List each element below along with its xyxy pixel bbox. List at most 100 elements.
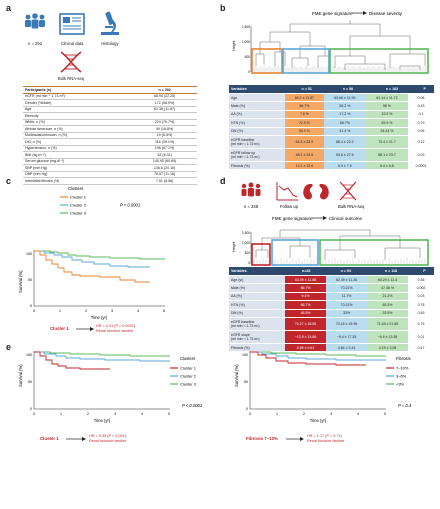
arrow-head-icon xyxy=(90,327,94,331)
hr-label: Cluster 1 xyxy=(40,436,59,441)
table-header-cell: n = 183 xyxy=(385,87,399,91)
legend-label: Cluster 1 xyxy=(180,366,197,371)
legend-label: 3–6% xyxy=(396,374,407,379)
cluster-value-cell: 66.7% xyxy=(285,101,324,111)
y-tick-label: 1,500 xyxy=(242,25,250,29)
row-label: Fibrosis (%) xyxy=(229,343,285,353)
table-header-cell: n = 118 xyxy=(384,269,397,273)
p-value-cell: 0.79 xyxy=(408,118,434,128)
cluster-value-cell: 69.9 % xyxy=(365,118,408,128)
x-tick-label: 5 xyxy=(168,412,170,416)
cluster-value-cell: 17.2 % xyxy=(323,110,366,120)
table-row: Fibrosis (%) 12.2 ± 12.6 6.9 ± 7.9 6.4 ± 6.… xyxy=(229,161,434,171)
x-tick-label: 2 xyxy=(303,412,305,416)
arrow-head-icon xyxy=(363,11,367,15)
y-tick-label: 100 xyxy=(242,353,248,357)
cluster-value-cell: 12.2 ± 12.6 xyxy=(285,161,324,171)
y-tick-label: 500 xyxy=(245,55,251,59)
table-row: Serum glucose (mg dl⁻¹) 145.95 (60.65) xyxy=(23,158,197,165)
km-curve-low-fibrosis xyxy=(250,351,386,357)
cluster-value-cell: 62.49 ± 11.26 xyxy=(326,276,368,285)
cluster-value-cell: 4.64 ± 3.44 xyxy=(326,343,368,353)
x-tick-label: 1 xyxy=(276,412,278,416)
arrow-head-icon xyxy=(82,437,86,441)
row-label: eGFR slope (ml min⁻¹ 1.73 m²) xyxy=(229,330,285,344)
row-label: DM, n (%) xyxy=(23,138,133,146)
legend-label: Cluster 2 xyxy=(180,374,197,379)
row-label: DM (%) xyxy=(229,127,285,136)
dendrogram-branches xyxy=(255,229,421,260)
legend-title: Clusters xyxy=(180,356,195,361)
cluster-value-cell: 63.09 ± 11.68 xyxy=(285,276,327,285)
dendrogram-branches xyxy=(255,20,426,70)
row-label: Male (%) xyxy=(229,101,285,111)
km-curve-cluster-1 xyxy=(34,351,110,370)
table-row: DBP (mm Hg) 76.57 (11.16) xyxy=(23,171,197,178)
legend-label: 7–10% xyxy=(396,366,409,371)
row-label: Hypertension, n (%) xyxy=(23,145,133,152)
dna-rungs xyxy=(342,184,354,199)
p-value-cell: 0.47 xyxy=(408,343,434,353)
table-header-cell: P xyxy=(423,87,426,91)
cluster-value-cell: 61.14 ± 11.72 xyxy=(365,94,408,103)
table-row: White, n (%) 224 (76.7%) xyxy=(23,119,197,126)
row-label: eGFR baseline (ml min⁻¹ 1.73 m²) xyxy=(229,317,285,331)
cluster-value-cell: 66.7% xyxy=(285,283,327,293)
cluster-table-b: Variables n = 51 n = 58 n = 183 P xyxy=(229,85,434,93)
p-value-cell: 0.06 xyxy=(408,94,434,103)
hr-label: Cluster 1 xyxy=(50,326,69,331)
km-curve-high-fibrosis xyxy=(250,351,366,366)
dendrogram-title-right: Clinical outcome xyxy=(329,216,363,221)
x-tick-label: 0 xyxy=(249,412,251,416)
table-row: Age 62.38 (11.87) xyxy=(23,106,197,113)
row-label: Interstitial fibrosis (%) xyxy=(23,177,133,185)
cluster-value-cell: 66.7% xyxy=(285,300,327,310)
cluster-table-d-body: Age (yr) 63.09 ± 11.68 62.49 ± 11.26 60.29 … xyxy=(229,276,434,353)
row-label: Ethnicity xyxy=(23,112,133,120)
y-tick-label: 50 xyxy=(28,380,32,384)
table-header-row: Variables n=33 n = 94 n = 118 P xyxy=(229,267,434,275)
legend-label: Cluster 2 xyxy=(70,203,87,208)
follow-up-icon xyxy=(276,182,298,201)
row-value: 196 (67.1%) xyxy=(132,145,197,152)
p-value-cell: 0.22 xyxy=(408,135,434,149)
cluster-value-cell: 73.18 ± 19.95 xyxy=(326,317,368,331)
km-curve-cluster-2 xyxy=(34,351,170,362)
cluster-3-box xyxy=(329,48,429,74)
hr-text-1: HR = 1.17 (P = 0.71) xyxy=(307,434,343,438)
y-axis-label: Survival (%) xyxy=(18,364,23,387)
p-value: P < 0.0001 xyxy=(120,203,140,208)
icon-caption-rnaseq: Bulk RNA-seq xyxy=(338,204,365,209)
y-tick-label: 0 xyxy=(30,304,32,308)
panel-d-icons: n = 245 Follow up Bulk RNA-seq FME gene … xyxy=(241,181,365,221)
cluster-table-b-body: Age 65.2 ± 11.87 63.66 ± 11.99 61.14 ± 11.7… xyxy=(229,94,434,171)
table-row: Male (%) 66.7% 70.21% 47.46 % 0.002 xyxy=(229,283,434,293)
p-value-cell: 0.36 xyxy=(408,276,434,285)
cluster-value-cell: 6.4 ± 6.8 xyxy=(365,161,408,171)
p-value-cell: 0.75 xyxy=(408,317,434,331)
cluster-value-cell: 71.45 ± 21.65 xyxy=(367,317,408,331)
cluster-value-cell: 33.9% xyxy=(367,309,408,318)
p-value-cell: 0.03 xyxy=(408,292,434,302)
row-value: 7.51 (8.56) xyxy=(132,177,197,185)
table-row: AA (%) 9.1% 11.7% 21.2% 0.03 xyxy=(229,292,434,302)
km-curve-mid-fibrosis xyxy=(250,351,386,361)
panel-label-e: e xyxy=(6,342,12,352)
y-tick-label: 0 xyxy=(246,407,248,411)
panel-label-c: c xyxy=(6,176,12,186)
cluster-value-cell: 33% xyxy=(326,309,368,318)
p-value-cell: 0.05 xyxy=(408,127,434,136)
table-row: AA (%) 7.8 % 17.2 % 22.5 % 0.1 xyxy=(229,110,434,120)
table-row: Interstitial fibrosis (%) 7.51 (8.56) xyxy=(23,177,197,185)
table-header-cell: n=33 xyxy=(302,269,311,273)
table-row: eGFR slope (ml min⁻¹ 1.73 m²) −13.5 ± 14.… xyxy=(229,330,434,344)
p-value-cell: 0.1 xyxy=(408,110,434,120)
p-value-cell: 0.03 xyxy=(408,148,434,162)
table-row: African American, n (%) 49 (16.8%) xyxy=(23,125,197,133)
table-header-cell: n = 58 xyxy=(342,87,354,91)
table-row: DM (%) 50.9 % 41.4 % 34.44 % 0.05 xyxy=(229,127,434,136)
y-axis-label: Height xyxy=(232,242,236,252)
legend-label: Cluster 3 xyxy=(70,211,87,216)
cluster-1-box xyxy=(251,48,283,74)
p-value-cell: 0.59 xyxy=(408,309,434,318)
